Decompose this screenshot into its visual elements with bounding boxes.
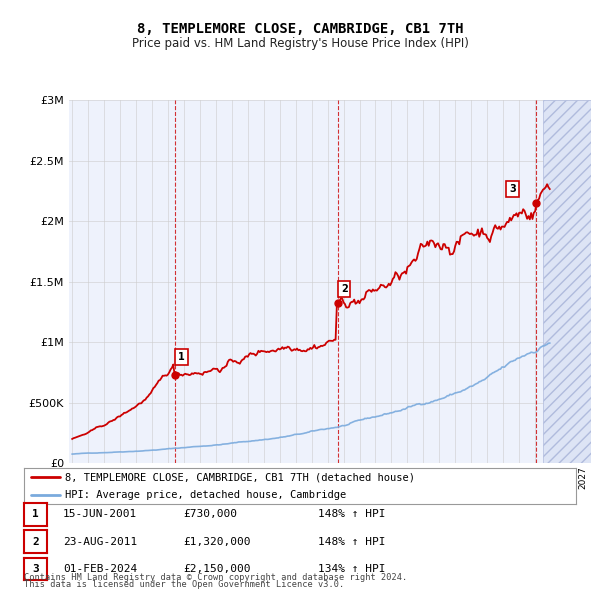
Text: This data is licensed under the Open Government Licence v3.0.: This data is licensed under the Open Gov… xyxy=(24,580,344,589)
Text: 1: 1 xyxy=(178,352,185,362)
Text: 8, TEMPLEMORE CLOSE, CAMBRIDGE, CB1 7TH (detached house): 8, TEMPLEMORE CLOSE, CAMBRIDGE, CB1 7TH … xyxy=(65,473,415,483)
Text: HPI: Average price, detached house, Cambridge: HPI: Average price, detached house, Camb… xyxy=(65,490,347,500)
Bar xyxy=(543,100,596,463)
Text: 2: 2 xyxy=(32,537,39,546)
Text: Price paid vs. HM Land Registry's House Price Index (HPI): Price paid vs. HM Land Registry's House … xyxy=(131,37,469,50)
Text: 23-AUG-2011: 23-AUG-2011 xyxy=(63,537,137,546)
Text: 2: 2 xyxy=(341,284,347,294)
Text: 1: 1 xyxy=(32,510,39,519)
Text: £730,000: £730,000 xyxy=(183,510,237,519)
Text: £2,150,000: £2,150,000 xyxy=(183,564,251,573)
Text: 3: 3 xyxy=(32,564,39,573)
Text: 15-JUN-2001: 15-JUN-2001 xyxy=(63,510,137,519)
Text: 01-FEB-2024: 01-FEB-2024 xyxy=(63,564,137,573)
Text: 148% ↑ HPI: 148% ↑ HPI xyxy=(318,510,386,519)
Text: 3: 3 xyxy=(509,183,516,194)
Text: 134% ↑ HPI: 134% ↑ HPI xyxy=(318,564,386,573)
Text: Contains HM Land Registry data © Crown copyright and database right 2024.: Contains HM Land Registry data © Crown c… xyxy=(24,573,407,582)
Text: 8, TEMPLEMORE CLOSE, CAMBRIDGE, CB1 7TH: 8, TEMPLEMORE CLOSE, CAMBRIDGE, CB1 7TH xyxy=(137,22,463,37)
Text: 148% ↑ HPI: 148% ↑ HPI xyxy=(318,537,386,546)
Text: £1,320,000: £1,320,000 xyxy=(183,537,251,546)
